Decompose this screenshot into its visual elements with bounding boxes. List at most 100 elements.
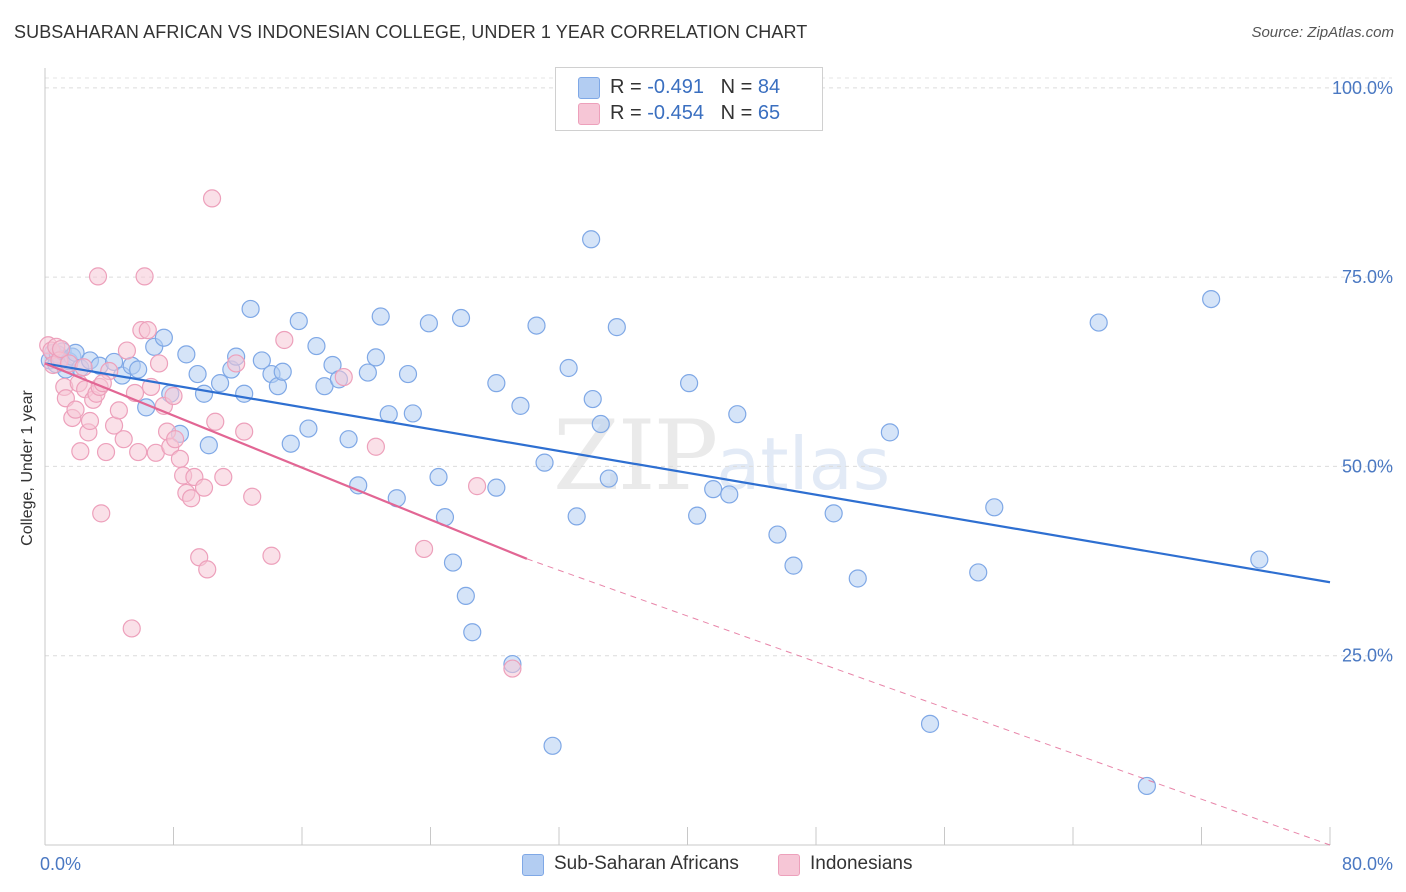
data-point (198, 560, 217, 579)
data-point (1250, 550, 1269, 569)
data-point (214, 467, 233, 487)
data-point (371, 307, 390, 326)
data-point (607, 318, 626, 337)
trend-line-indonesian-extension (526, 558, 1331, 846)
data-point (109, 401, 128, 420)
watermark-zip: ZIP (553, 400, 718, 512)
trend-line-indonesian (44, 362, 528, 560)
data-point (74, 358, 93, 377)
data-point (704, 480, 723, 499)
n-label: N = (720, 76, 758, 98)
data-point (366, 437, 385, 456)
data-point (182, 489, 201, 508)
data-point (567, 507, 586, 526)
data-point (299, 419, 318, 438)
data-point (275, 330, 294, 350)
data-point (334, 367, 353, 387)
data-point (71, 442, 90, 461)
series-indonesian-points (39, 189, 522, 678)
data-point (194, 478, 214, 497)
data-point (535, 453, 554, 472)
data-point (880, 423, 899, 442)
data-point (680, 374, 699, 393)
legend-swatch-sub-saharan (578, 77, 600, 99)
y-tick-label: 75.0% (1342, 267, 1393, 287)
legend-label-indonesian: Indonesians (810, 853, 913, 874)
series-legend: Sub-Saharan Africans Indonesians (0, 851, 1406, 879)
data-point (503, 659, 522, 678)
data-point (429, 467, 448, 487)
data-point (135, 267, 154, 286)
data-point (920, 714, 940, 733)
legend-swatch-indonesian (578, 103, 600, 125)
stats-legend: R = -0.491 N = 84 R = -0.454 N = 65 (555, 67, 823, 131)
data-point (419, 314, 438, 333)
data-point (164, 386, 183, 406)
data-point (559, 358, 578, 378)
data-point (768, 525, 787, 544)
data-point (527, 316, 546, 335)
data-point (289, 311, 308, 331)
r-label: R = (610, 76, 648, 98)
y-tick-label: 50.0% (1342, 456, 1393, 476)
data-point (170, 449, 190, 468)
data-point (1089, 313, 1108, 332)
data-point (583, 389, 602, 409)
chart-title: SUBSAHARAN AFRICAN VS INDONESIAN COLLEGE… (14, 22, 808, 42)
r-value: -0.491 (647, 76, 704, 98)
data-point (398, 364, 418, 384)
data-point (582, 230, 601, 249)
legend-label-sub-saharan: Sub-Saharan Africans (554, 853, 739, 874)
data-point (339, 430, 358, 449)
data-point (451, 308, 471, 328)
data-point (138, 321, 157, 340)
data-point (487, 478, 506, 497)
data-point (117, 341, 137, 360)
data-point (210, 374, 230, 393)
data-point (199, 436, 218, 455)
r-value: -0.454 (647, 102, 704, 124)
data-point (1137, 776, 1156, 796)
data-point (154, 328, 173, 347)
data-point (241, 299, 260, 319)
data-point (591, 414, 610, 434)
n-value: 65 (757, 102, 781, 124)
n-value: 84 (757, 76, 781, 98)
data-point (227, 354, 246, 373)
data-point (122, 619, 141, 638)
data-point (129, 442, 148, 462)
r-label: R = (610, 102, 648, 124)
data-point (281, 434, 300, 453)
data-point (114, 430, 133, 449)
data-point (88, 267, 108, 286)
data-point (235, 384, 254, 403)
data-point (848, 569, 867, 588)
data-point (194, 384, 214, 403)
data-point (467, 477, 487, 496)
data-point (414, 539, 434, 559)
data-point (206, 412, 225, 431)
x-tick-label: 80.0% (1342, 854, 1393, 874)
legend-swatch-indonesian (778, 854, 800, 876)
data-point (463, 623, 482, 642)
data-point (985, 498, 1004, 517)
data-point (487, 374, 506, 393)
data-point (273, 362, 292, 381)
data-point (688, 506, 707, 525)
data-point (243, 487, 262, 506)
data-point (720, 485, 739, 504)
data-point (252, 351, 271, 370)
data-point (177, 345, 196, 364)
data-point (511, 396, 530, 415)
data-point (96, 442, 116, 462)
legend-swatch-sub-saharan (522, 854, 544, 876)
data-point (129, 360, 148, 379)
data-point (202, 189, 222, 208)
data-point (824, 504, 843, 523)
data-point (456, 586, 475, 606)
data-point (366, 348, 385, 367)
data-point (443, 553, 463, 572)
x-tick-label: 0.0% (40, 854, 81, 874)
y-tick-label: 25.0% (1342, 646, 1393, 666)
